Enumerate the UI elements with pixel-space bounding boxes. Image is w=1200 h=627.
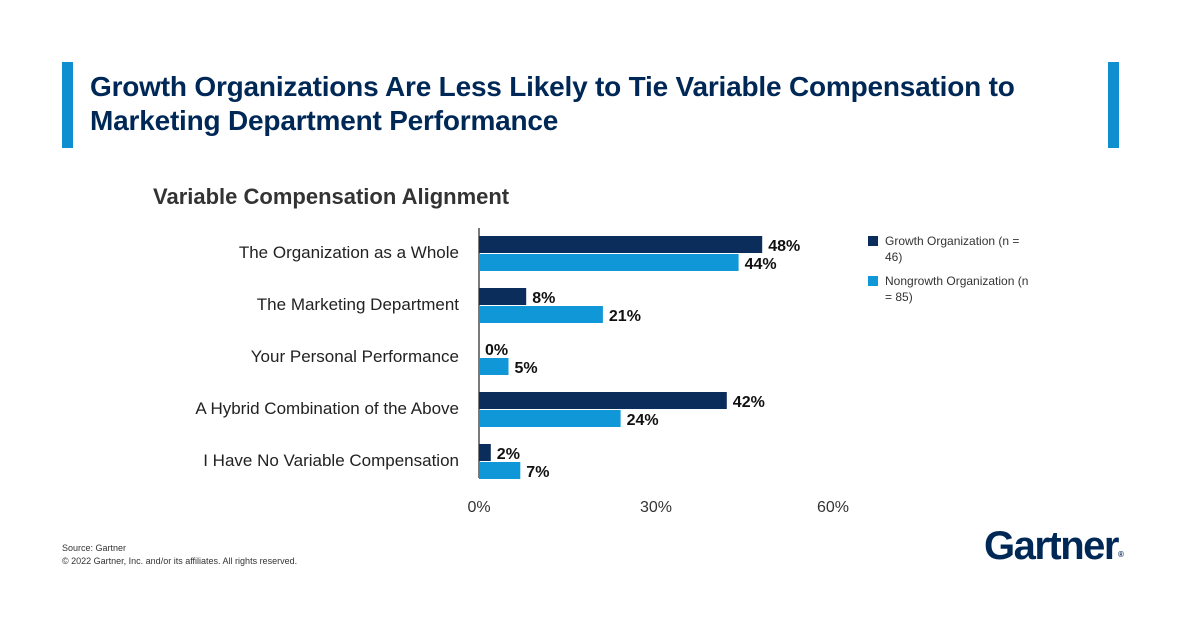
value-label-growth-i-have-no-variable-compensation: 2% (497, 446, 520, 463)
source-note: Source: Gartner © 2022 Gartner, Inc. and… (62, 542, 297, 568)
category-label-the-marketing-department: The Marketing Department (257, 295, 459, 314)
bar-nongrowth-the-marketing-department (479, 306, 603, 323)
legend-label-nongrowth: Nongrowth Organization (n = 85) (885, 274, 1029, 304)
legend-item-nongrowth: Nongrowth Organization (n = 85) (868, 273, 1038, 305)
bar-nongrowth-i-have-no-variable-compensation (479, 462, 521, 479)
value-label-nongrowth-the-marketing-department: 21% (609, 308, 641, 325)
x-tick-label-0: 0% (467, 499, 490, 516)
chart-title: Variable Compensation Alignment (153, 184, 510, 209)
value-label-growth-your-personal-performance: 0% (485, 342, 508, 359)
category-label-a-hybrid-combination-of-the-above: A Hybrid Combination of the Above (195, 399, 459, 418)
bar-growth-i-have-no-variable-compensation (479, 444, 491, 461)
bar-nongrowth-the-organization-as-a-whole (479, 254, 739, 271)
page-title: Growth Organizations Are Less Likely to … (90, 71, 1015, 136)
source-text: Source: Gartner (62, 543, 127, 553)
copyright-text: © 2022 Gartner, Inc. and/or its affiliat… (62, 556, 298, 566)
value-label-growth-a-hybrid-combination-of-the-above: 42% (733, 394, 765, 411)
x-tick-label-30: 30% (640, 499, 672, 516)
value-label-nongrowth-a-hybrid-combination-of-the-above: 24% (627, 412, 659, 429)
legend-item-growth: Growth Organization (n = 46) (868, 233, 1038, 265)
value-label-growth-the-organization-as-a-whole: 48% (768, 238, 800, 255)
accent-bar-left (62, 62, 73, 148)
bar-growth-a-hybrid-combination-of-the-above (479, 392, 727, 409)
bar-nongrowth-a-hybrid-combination-of-the-above (479, 410, 621, 427)
value-label-nongrowth-i-have-no-variable-compensation: 7% (526, 464, 549, 481)
bar-growth-the-organization-as-a-whole (479, 236, 763, 253)
x-tick-label-60: 60% (817, 499, 849, 516)
value-label-nongrowth-your-personal-performance: 5% (515, 360, 538, 377)
category-label-i-have-no-variable-compensation: I Have No Variable Compensation (203, 451, 459, 470)
value-label-nongrowth-the-organization-as-a-whole: 44% (745, 256, 777, 273)
chart-legend: Growth Organization (n = 46) Nongrowth O… (868, 233, 1038, 313)
accent-bar-right (1108, 62, 1119, 148)
registered-mark: ® (1118, 550, 1124, 559)
category-label-your-personal-performance: Your Personal Performance (251, 347, 459, 366)
bar-nongrowth-your-personal-performance (479, 358, 509, 375)
legend-swatch-growth (868, 236, 878, 246)
category-label-the-organization-as-a-whole: The Organization as a Whole (239, 243, 459, 262)
bar-growth-the-marketing-department (479, 288, 527, 305)
logo-text: Gartner (984, 524, 1120, 568)
legend-swatch-nongrowth (868, 276, 878, 286)
legend-label-growth: Growth Organization (n = 46) (885, 234, 1020, 264)
gartner-logo: Gartner® (984, 524, 1124, 569)
value-label-growth-the-marketing-department: 8% (532, 290, 555, 307)
